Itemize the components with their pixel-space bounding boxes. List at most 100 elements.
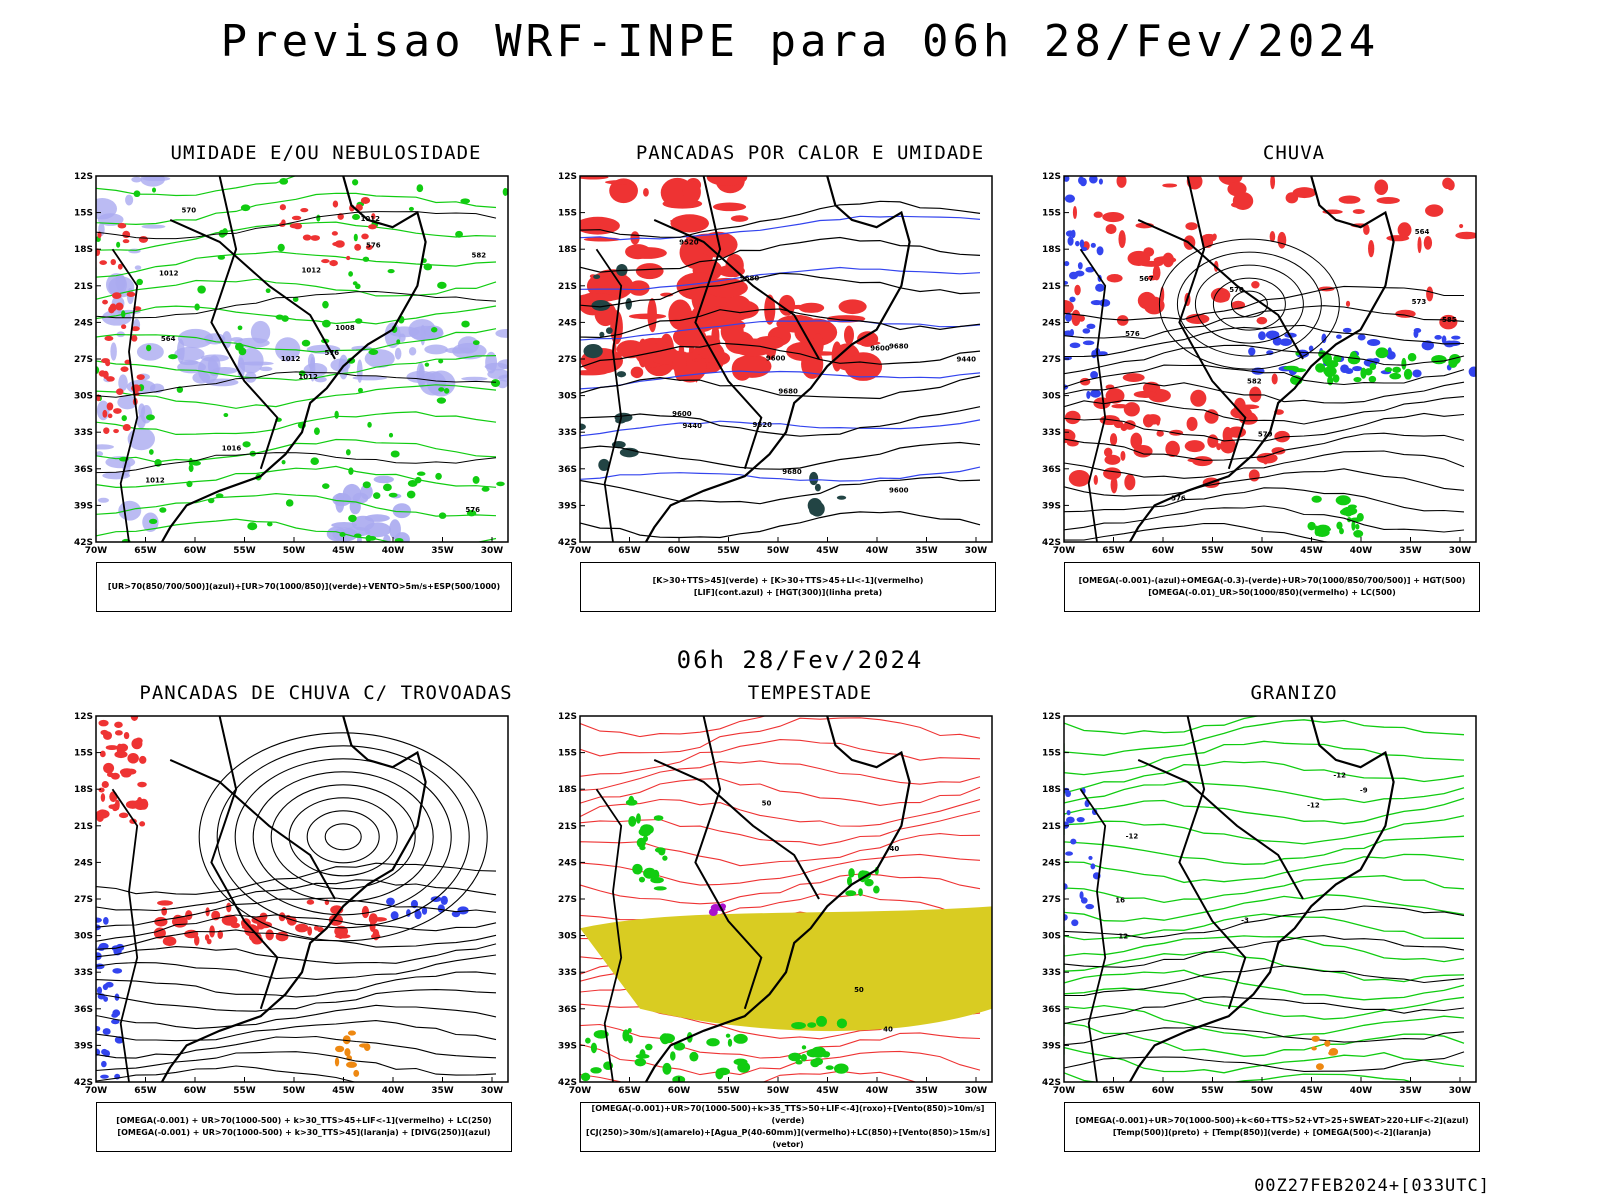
field-patch	[725, 295, 752, 321]
field-patch	[390, 450, 400, 458]
contour-line	[1064, 450, 1465, 479]
field-patch	[778, 294, 796, 316]
contour-line	[580, 777, 981, 806]
field-patch	[438, 358, 444, 364]
field-patch	[873, 885, 880, 894]
lon-tick-label: 35W	[1399, 1086, 1422, 1096]
field-patch	[1352, 365, 1363, 372]
legend-line: [OMEGA(-0.001)+UR>70(1000-500)+k>35_TTS>…	[591, 1104, 985, 1125]
field-patch	[146, 344, 152, 352]
field-patch	[1311, 1046, 1317, 1051]
contour-line	[1064, 760, 1465, 794]
field-patch	[460, 198, 471, 204]
field-patch	[798, 302, 825, 313]
field-patch	[635, 263, 664, 280]
lat-tick-label: 36S	[1042, 1005, 1061, 1015]
panel-title: PANCADAS POR CALOR E UMIDADE	[635, 142, 985, 164]
contour-value-label: 576	[1171, 494, 1186, 502]
field-patch	[1120, 450, 1126, 461]
field-patch	[1256, 316, 1268, 325]
field-patch	[1079, 239, 1085, 249]
field-patch	[116, 241, 121, 248]
contour-value-label: 576	[324, 349, 339, 357]
lon-tick-label: 50W	[1251, 546, 1274, 556]
field-patch	[102, 1028, 111, 1035]
field-patch	[117, 395, 138, 410]
field-patch	[628, 815, 637, 827]
field-patch	[367, 224, 377, 230]
field-patch	[643, 867, 657, 879]
field-patch	[316, 214, 321, 222]
field-patch	[496, 481, 505, 487]
field-patch	[711, 324, 720, 350]
field-patch	[1338, 195, 1361, 204]
lon-tick-label: 60W	[1152, 546, 1175, 556]
field-patch	[125, 800, 140, 809]
field-patch	[360, 196, 371, 204]
field-patch	[1165, 440, 1180, 457]
field-patch	[177, 328, 214, 349]
field-patch	[435, 472, 442, 480]
field-patch	[1065, 312, 1072, 322]
contour-line	[1064, 905, 1465, 939]
map-layer	[96, 176, 508, 542]
field-patch	[110, 342, 117, 361]
map-frame	[1063, 175, 1477, 543]
lon-tick-label: 55W	[233, 1086, 256, 1096]
field-patch	[814, 483, 821, 492]
coastline	[644, 716, 911, 1082]
field-patch	[497, 379, 508, 389]
field-patch	[222, 228, 228, 236]
contour-value-label: 1012	[145, 477, 165, 485]
contour-line	[1064, 875, 1465, 904]
field-patch	[303, 362, 328, 378]
field-patch	[672, 354, 687, 371]
field-patch	[847, 876, 852, 886]
field-patch	[583, 343, 603, 359]
contour-ring	[216, 745, 470, 929]
field-patch	[580, 216, 620, 235]
field-patch	[1251, 280, 1260, 289]
country-border	[1178, 716, 1247, 1010]
field-patch	[300, 208, 309, 213]
field-patch	[1075, 240, 1080, 247]
contour-value-label: 1012	[361, 215, 381, 223]
field-patch	[100, 793, 106, 802]
field-patch	[1426, 286, 1434, 302]
contour-line	[1064, 969, 1465, 1001]
panel-umidade: UMIDADE E/OU NEBULOSIDADE 12S 15S 18S 21S 24…	[74, 142, 574, 642]
field-patch	[104, 335, 114, 341]
lat-tick-label: 24S	[74, 858, 93, 868]
field-patch	[1093, 474, 1098, 486]
field-patch	[858, 888, 863, 897]
contour-value-label: 9440	[957, 355, 977, 363]
contour-line	[1064, 951, 1465, 983]
field-patch	[1425, 204, 1444, 217]
lon-tick-label: 40W	[866, 1086, 889, 1096]
field-patch	[141, 224, 166, 229]
lon-tick-label: 60W	[1152, 1086, 1175, 1096]
field-patch	[1120, 423, 1128, 432]
contour-value-label: 1008	[335, 324, 355, 332]
contour-value-label: 1012	[281, 355, 301, 363]
contour-line	[96, 943, 497, 964]
field-patch	[174, 346, 205, 361]
field-patch	[1064, 280, 1069, 285]
lon-tick-label: 35W	[431, 1086, 454, 1096]
contour-value-label: 570	[182, 206, 197, 214]
field-patch	[1320, 526, 1332, 532]
map-frame	[95, 175, 509, 543]
field-patch	[1064, 914, 1068, 921]
contour-value-label: 576	[366, 242, 381, 250]
field-patch	[367, 535, 377, 541]
field-patch	[352, 213, 361, 221]
lon-tick-label: 60W	[668, 546, 691, 556]
field-patch	[1368, 239, 1375, 258]
field-patch	[1103, 447, 1113, 458]
field-patch	[1064, 821, 1070, 829]
lat-tick-label: 39S	[1042, 1041, 1061, 1051]
field-patch	[845, 890, 857, 897]
field-patch	[424, 362, 430, 367]
field-patch	[131, 176, 142, 183]
field-patch	[1336, 521, 1343, 530]
